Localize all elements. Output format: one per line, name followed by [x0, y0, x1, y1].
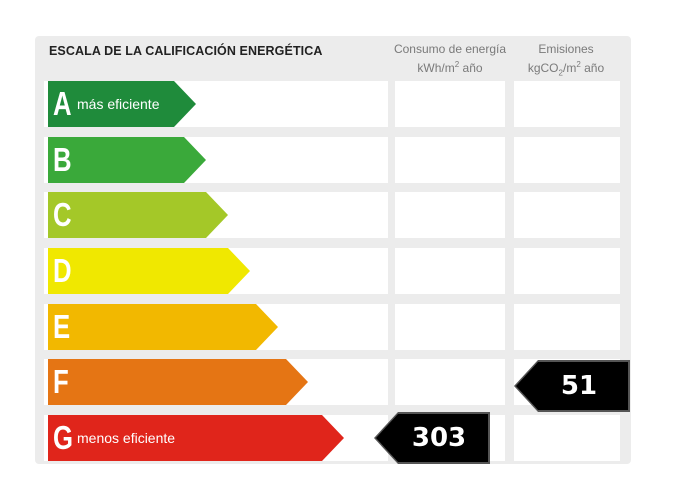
emisiones-cell-g [514, 415, 620, 461]
rating-letter: E [53, 308, 71, 345]
rating-label: menos eficiente [77, 430, 176, 446]
rating-letter: C [53, 196, 72, 233]
rating-letter: D [53, 252, 72, 289]
rating-arrow-f: F [48, 359, 308, 405]
rating-letter: F [53, 363, 69, 400]
emisiones-header-line1: Emisiones [538, 42, 594, 56]
consumo-cell-c [395, 192, 505, 238]
emisiones-cell-c [514, 192, 620, 238]
consumo-cell-a [395, 81, 505, 127]
consumo-header-line1: Consumo de energía [393, 42, 507, 56]
consumo-result-badge: 303 [376, 414, 488, 462]
consumo-result-value: 303 [411, 423, 467, 453]
emisiones-header: Emisiones kgCO2/m2 año [512, 41, 620, 81]
rating-letter: B [53, 141, 72, 178]
rating-letter: G [53, 419, 74, 456]
consumo-header: Consumo de energía kWh/m2 año [392, 41, 508, 76]
emisiones-header-unit: kgCO2/m2 año [527, 60, 605, 78]
rating-letter: A [53, 85, 72, 122]
rating-arrow-b: B [48, 137, 206, 183]
rating-arrow-c: C [48, 192, 228, 238]
rating-arrow-e: E [48, 304, 278, 350]
emisiones-cell-d [514, 248, 620, 294]
consumo-cell-f [395, 359, 505, 405]
consumo-cell-b [395, 137, 505, 183]
consumo-header-unit: kWh/m2 año [417, 60, 483, 75]
rating-arrow-d: D [48, 248, 250, 294]
emisiones-cell-a [514, 81, 620, 127]
consumo-cell-e [395, 304, 505, 350]
consumo-cell-d [395, 248, 505, 294]
rating-label: más eficiente [77, 96, 160, 112]
emisiones-result-value: 51 [560, 371, 598, 401]
scale-title: ESCALA DE LA CALIFICACIÓN ENERGÉTICA [49, 44, 323, 58]
emisiones-cell-e [514, 304, 620, 350]
emisiones-cell-b [514, 137, 620, 183]
emisiones-result-badge: 51 [516, 362, 628, 410]
